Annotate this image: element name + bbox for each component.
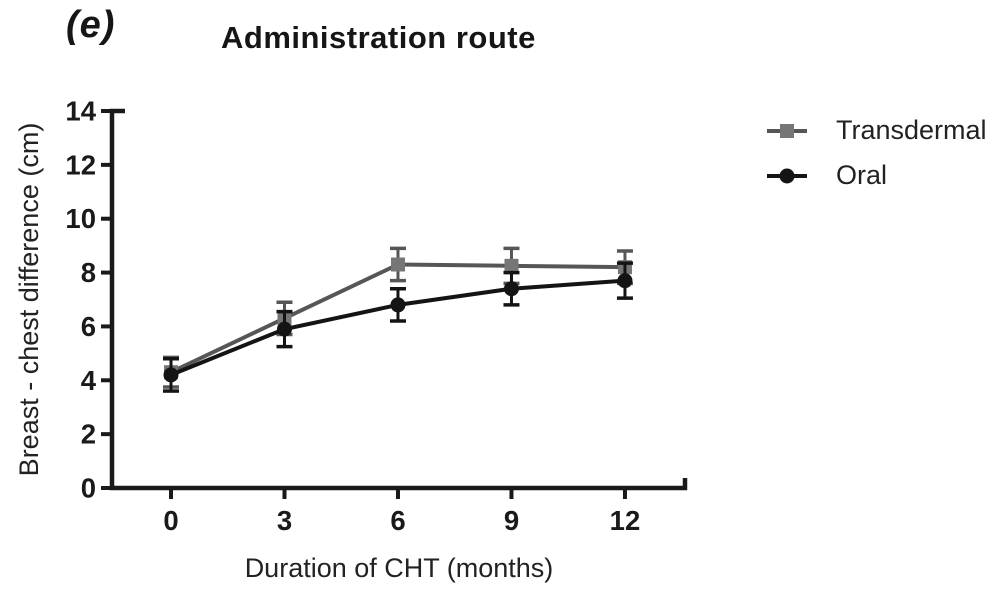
- x-axis-title: Duration of CHT (months): [245, 553, 554, 583]
- x-tick-label: 0: [163, 505, 178, 536]
- transdermal-square-marker-icon: [767, 123, 807, 138]
- oral-circle-marker-icon: [767, 168, 807, 183]
- y-tick-label: 6: [81, 311, 96, 342]
- data-point: [617, 273, 633, 289]
- data-point: [390, 257, 405, 272]
- data-point: [276, 321, 292, 337]
- x-tick-label: 3: [277, 505, 292, 536]
- y-axis: 0 2 4 6 8 10 12 14: [65, 96, 112, 504]
- legend-label-oral: Oral: [836, 160, 888, 190]
- legend: Transdermal Oral: [766, 114, 987, 204]
- legend-item-oral: Oral: [766, 159, 987, 192]
- series-oral: [163, 261, 633, 393]
- y-tick-label: 2: [81, 419, 96, 450]
- y-tick-label: 0: [81, 473, 96, 504]
- data-point: [504, 258, 519, 273]
- data-point: [390, 297, 406, 313]
- panel-label: (e): [66, 4, 116, 46]
- legend-label-transdermal: Transdermal: [836, 115, 987, 145]
- data-point: [163, 367, 179, 383]
- x-tick-label: 6: [390, 505, 405, 536]
- y-tick-label: 14: [65, 96, 96, 127]
- data-point: [503, 281, 519, 297]
- y-tick-label: 8: [81, 257, 96, 288]
- x-tick-label: 12: [610, 505, 641, 536]
- y-tick-label: 12: [65, 149, 96, 180]
- y-tick-label: 4: [81, 365, 97, 396]
- x-axis: 0 3 6 9 12: [163, 488, 640, 536]
- legend-item-transdermal: Transdermal: [766, 114, 987, 147]
- y-tick-label: 10: [65, 203, 96, 234]
- chart-title: Administration route: [221, 20, 536, 55]
- y-axis-title: Breast - chest difference (cm): [14, 123, 44, 477]
- x-tick-label: 9: [504, 505, 519, 536]
